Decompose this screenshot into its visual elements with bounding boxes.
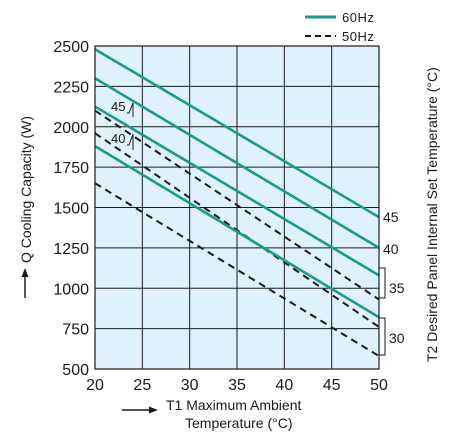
series-group xyxy=(94,48,380,357)
right-label-30: 30 xyxy=(389,330,405,346)
series-line-60hz-30 xyxy=(94,145,380,319)
y-tick-label: 1500 xyxy=(53,201,89,218)
series-line-50hz-35 xyxy=(94,132,380,328)
x-tick-label: 45 xyxy=(323,377,341,394)
series-line-60hz-45 xyxy=(94,48,380,219)
x-tick-label: 25 xyxy=(133,377,151,394)
grid xyxy=(95,46,379,369)
x-tick-label: 40 xyxy=(275,377,293,394)
x-axis-title-line1: T1 Maximum Ambient xyxy=(166,397,301,413)
y-tick-label: 500 xyxy=(62,362,89,379)
x-tick-labels: 20 25 30 35 40 45 50 xyxy=(86,377,388,394)
y-tick-label: 750 xyxy=(62,322,89,339)
x-axis-arrow-head xyxy=(149,406,158,414)
series-line-60hz-40 xyxy=(94,77,380,249)
right-label-40: 40 xyxy=(383,241,399,257)
y-tick-label: 1750 xyxy=(53,160,89,177)
right-label-45: 45 xyxy=(383,209,399,225)
inline-label-40: 40 xyxy=(111,131,125,146)
series-line-50hz-40 xyxy=(94,109,380,301)
y-tick-label: 1000 xyxy=(53,281,89,298)
x-tick-label: 20 xyxy=(86,377,104,394)
inline-label-45: 45 xyxy=(111,99,125,114)
x-axis-title-line2: Temperature (°C) xyxy=(185,415,293,431)
plot-border xyxy=(94,45,380,370)
right-label-35: 35 xyxy=(389,280,405,296)
right-axis-title: T2 Desired Panel Internal Set Temperatur… xyxy=(424,67,440,362)
inline-bracket-40 xyxy=(127,133,134,150)
y-tick-label: 1250 xyxy=(53,241,89,258)
legend-label-60hz: 60Hz xyxy=(342,10,374,25)
x-tick-label: 50 xyxy=(370,377,388,394)
y-axis-title: Q Cooling Capacity (W) xyxy=(18,116,34,263)
y-tick-labels: 500 750 1000 1250 1500 1750 2000 2250 2500 xyxy=(53,39,89,379)
x-tick-label: 35 xyxy=(228,377,246,394)
y-axis-arrow-head xyxy=(21,268,29,277)
y-tick-label: 2250 xyxy=(53,79,89,96)
y-tick-label: 2000 xyxy=(53,120,89,137)
x-tick-label: 30 xyxy=(181,377,199,394)
series-line-60hz-35 xyxy=(94,105,380,277)
series-line-50hz-30 xyxy=(94,182,380,357)
inline-bracket-45 xyxy=(127,102,134,117)
y-tick-label: 2500 xyxy=(53,39,89,56)
legend-label-50hz: 50Hz xyxy=(342,29,374,44)
bracket-30 xyxy=(379,317,386,356)
bracket-35 xyxy=(379,267,386,299)
